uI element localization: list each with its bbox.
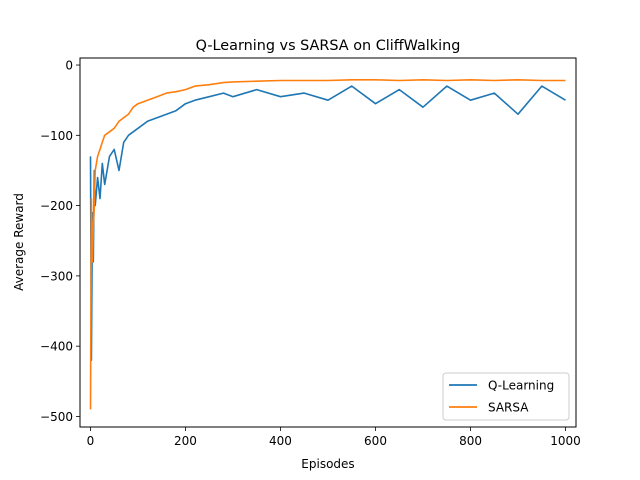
- legend-label-sarsa: SARSA: [488, 401, 529, 415]
- series-layer: [89, 79, 566, 410]
- legend: Q-Learning SARSA: [442, 372, 570, 421]
- series-line-sarsa: [89, 79, 566, 410]
- y-tick-label: 0: [65, 59, 73, 73]
- y-axis-label: Average Reward: [12, 193, 26, 291]
- x-axis-ticks: 0 200 400 600 800 1000: [87, 427, 581, 448]
- y-tick-label: −400: [40, 340, 73, 354]
- y-tick-label: −100: [40, 129, 73, 143]
- chart-title: Q-Learning vs SARSA on CliffWalking: [196, 38, 461, 54]
- y-tick-label: −500: [40, 410, 73, 424]
- y-axis-ticks: 0 −100 −200 −300 −400 −500: [40, 59, 80, 424]
- plot-frame: [79, 57, 577, 428]
- x-tick-label: 0: [87, 434, 95, 448]
- legend-label-q-learning: Q-Learning: [488, 379, 554, 393]
- x-axis-label: Episodes: [301, 457, 354, 471]
- series-line-q-learning: [89, 85, 566, 362]
- x-tick-label: 400: [269, 434, 292, 448]
- x-tick-label: 600: [364, 434, 387, 448]
- y-tick-label: −200: [40, 199, 73, 213]
- x-tick-label: 1000: [550, 434, 581, 448]
- y-tick-label: −300: [40, 269, 73, 283]
- x-tick-label: 200: [174, 434, 197, 448]
- x-tick-label: 800: [459, 434, 482, 448]
